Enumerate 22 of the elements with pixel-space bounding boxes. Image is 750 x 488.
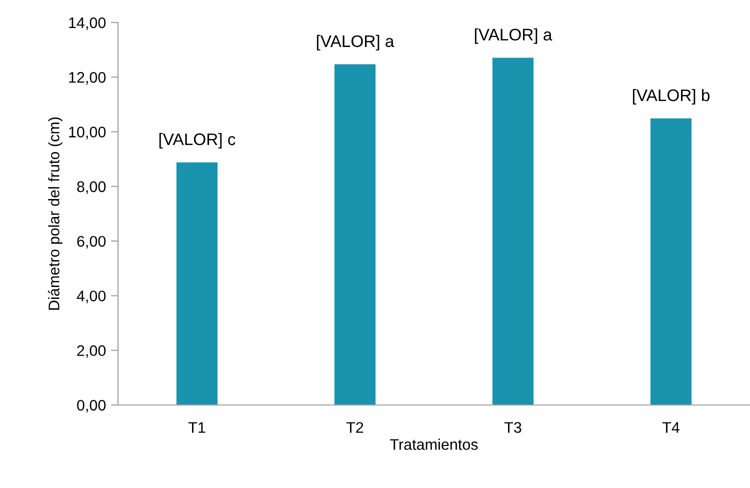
data-label: [VALOR] c <box>159 132 236 148</box>
data-label: [VALOR] a <box>316 34 394 50</box>
y-tick-label: 0,00 <box>77 400 106 412</box>
x-tick-label: T2 <box>346 422 364 433</box>
y-tick-label: 4,00 <box>76 290 106 304</box>
x-tick-label: T3 <box>504 422 522 433</box>
x-axis-title: Tratamientos <box>390 438 478 450</box>
bar <box>650 118 692 405</box>
y-tick-label: 2,00 <box>77 345 106 358</box>
y-tick-label: 10,00 <box>69 126 106 140</box>
y-tick-label: 8,00 <box>77 181 106 194</box>
y-axis-title: Diámetro polar del fruto (cm) <box>48 117 62 310</box>
bar <box>334 64 376 405</box>
bar <box>176 162 218 405</box>
x-tick-label: T4 <box>662 422 680 433</box>
y-tick-label: 12,00 <box>69 72 106 85</box>
bar <box>492 58 534 405</box>
y-tick-label: 14,00 <box>69 17 106 30</box>
y-tick-label: 6,00 <box>77 236 106 249</box>
data-label: [VALOR] b <box>632 88 710 105</box>
data-label: [VALOR] a <box>474 28 552 44</box>
x-tick-label: T1 <box>188 422 206 433</box>
